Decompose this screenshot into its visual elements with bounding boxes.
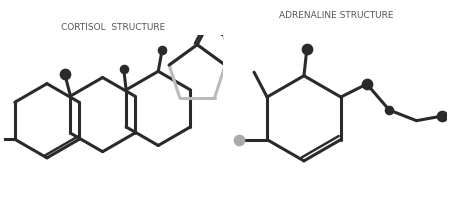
Point — [235, 138, 242, 141]
Point — [120, 67, 127, 71]
Point — [224, 36, 231, 40]
Title: CORTISOL  STRUCTURE: CORTISOL STRUCTURE — [61, 23, 166, 32]
Point — [363, 82, 370, 86]
Point — [61, 72, 68, 76]
Title: ADRENALINE STRUCTURE: ADRENALINE STRUCTURE — [279, 11, 394, 20]
Point — [386, 108, 393, 112]
Point — [303, 47, 310, 50]
Point — [439, 114, 446, 118]
Point — [158, 49, 166, 52]
Point — [222, 13, 230, 16]
